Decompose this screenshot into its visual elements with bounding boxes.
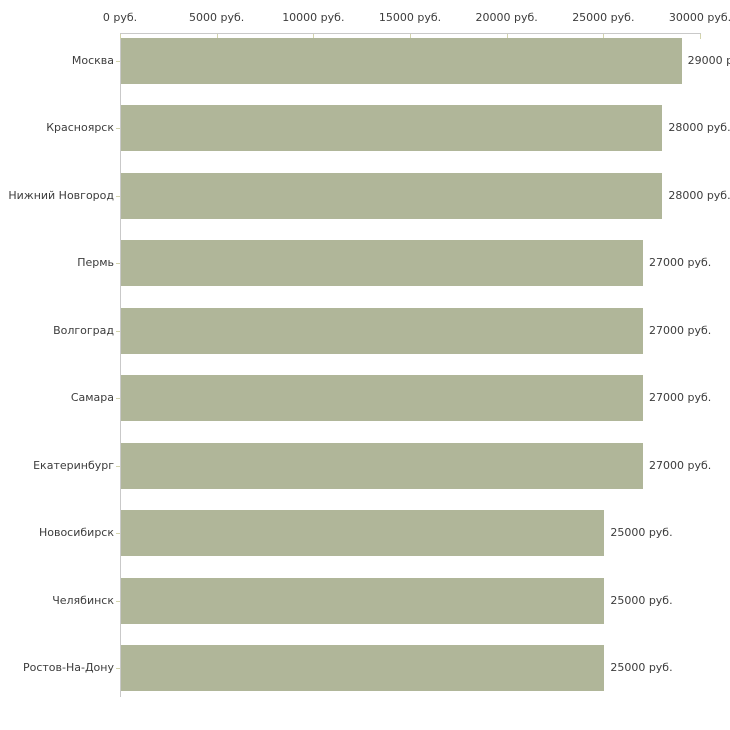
x-axis-tick-label: 0 руб.: [102, 11, 138, 24]
category-label: Нижний Новгород: [8, 189, 114, 202]
x-axis-tick: [410, 34, 411, 39]
category-label: Волгоград: [53, 324, 114, 337]
y-axis-tick: [116, 196, 120, 197]
value-label: 28000 руб.: [668, 121, 730, 134]
y-axis-tick: [116, 466, 120, 467]
category-label: Красноярск: [46, 121, 114, 134]
bar: [121, 375, 643, 421]
value-label: 25000 руб.: [610, 594, 673, 607]
bar: [121, 105, 663, 151]
y-axis-tick: [116, 263, 120, 264]
bar: [121, 577, 605, 624]
value-label: 28000 руб.: [668, 189, 730, 202]
x-axis-tick: [603, 34, 605, 39]
x-axis-tick-label: 20000 руб.: [475, 11, 538, 24]
x-axis-tick-label: 15000 руб.: [378, 11, 442, 24]
y-axis-tick: [116, 668, 120, 669]
x-axis-tick: [120, 34, 121, 39]
x-axis-tick: [216, 34, 218, 39]
value-label: 29000 р: [687, 54, 730, 67]
y-axis-tick: [116, 61, 120, 62]
x-axis-tick-label: 10000 руб.: [282, 11, 345, 24]
category-label: Москва: [71, 54, 114, 67]
value-label: 25000 руб.: [610, 526, 673, 539]
y-axis-tick: [116, 601, 120, 602]
value-label: 27000 руб.: [649, 256, 712, 269]
bar: [121, 240, 643, 286]
bar: [121, 307, 643, 354]
value-label: 27000 руб.: [649, 324, 712, 337]
bar: [121, 510, 605, 556]
value-label: 27000 руб.: [649, 459, 712, 472]
y-axis-tick: [116, 398, 120, 399]
category-label: Екатеринбург: [33, 459, 114, 472]
value-label: 25000 руб.: [610, 661, 673, 674]
bar: [121, 645, 605, 691]
x-axis-tick-label: 25000 руб.: [572, 11, 635, 24]
y-axis-tick: [116, 128, 120, 129]
bar: [121, 442, 643, 489]
category-label: Новосибирск: [38, 526, 114, 539]
category-label: Самара: [70, 391, 114, 404]
bar: [121, 37, 682, 84]
value-label: 27000 руб.: [649, 391, 712, 404]
y-axis-tick: [116, 533, 120, 534]
x-axis-tick: [506, 34, 508, 39]
x-axis-tick-label: 30000 руб.: [668, 11, 730, 24]
x-axis-line: [120, 33, 701, 34]
bar: [121, 172, 663, 219]
category-label: Пермь: [77, 256, 114, 269]
x-axis-tick-label: 5000 руб.: [189, 11, 245, 24]
category-label: Челябинск: [52, 594, 114, 607]
category-label: Ростов-На-Дону: [22, 661, 114, 674]
y-axis-line: [120, 33, 121, 697]
y-axis-tick: [116, 331, 120, 332]
x-axis-tick: [700, 34, 701, 39]
x-axis-tick: [313, 34, 315, 39]
